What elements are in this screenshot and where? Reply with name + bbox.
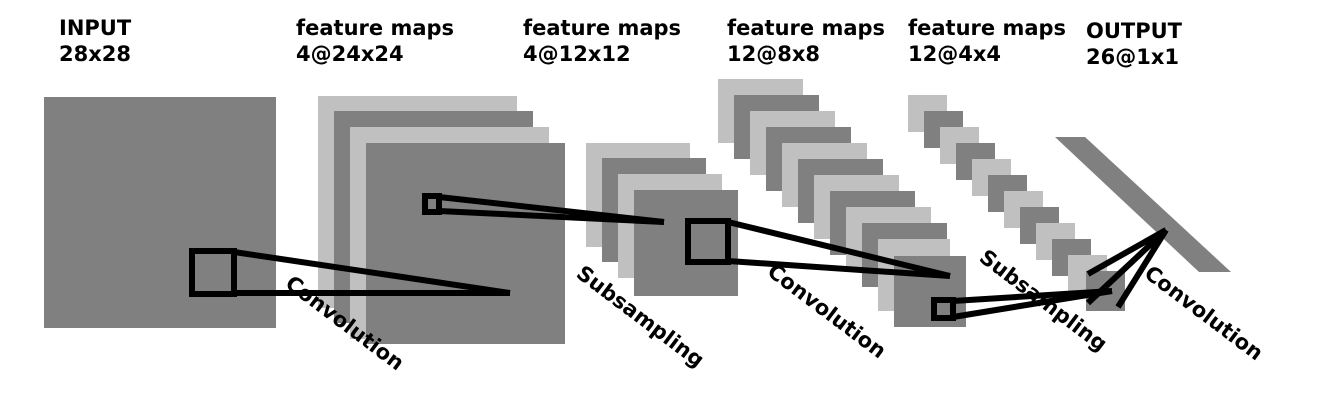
connection-lines xyxy=(189,193,1169,321)
c1-to-s2-bottom-line xyxy=(438,208,665,225)
s2-feature-maps xyxy=(586,143,738,296)
stage-output-title: OUTPUT xyxy=(1086,19,1183,43)
stage-input-title: INPUT xyxy=(59,16,132,40)
input-receptive-field xyxy=(189,248,237,297)
c3-to-s4-bottom-line xyxy=(952,288,1113,320)
stage-s2-title: feature maps xyxy=(523,16,681,40)
op-convolution-3: Convolution xyxy=(1140,261,1268,365)
output-units xyxy=(1055,137,1231,272)
stage-s4-size: 12@4x4 xyxy=(908,42,1001,66)
stage-c3-title: feature maps xyxy=(727,16,885,40)
c1-map-4 xyxy=(366,143,565,344)
stage-c1-size: 4@24x24 xyxy=(296,42,404,66)
stage-c3-size: 12@8x8 xyxy=(727,42,820,66)
c1-feature-maps xyxy=(318,96,565,344)
stage-c1-title: feature maps xyxy=(296,16,454,40)
s4-to-output-line-2 xyxy=(1085,227,1169,306)
stage-output-size: 26@1x1 xyxy=(1086,45,1179,69)
c1-receptive-field xyxy=(422,193,442,215)
s4-feature-maps xyxy=(908,95,1125,311)
stage-input-size: 28x28 xyxy=(59,42,131,66)
s2-receptive-field xyxy=(685,218,731,265)
stage-s4-title: feature maps xyxy=(908,16,1066,40)
s2-to-c3-bottom-line xyxy=(727,258,951,279)
s4-to-output-line-3 xyxy=(1115,228,1169,309)
input-map xyxy=(44,97,276,328)
c3-feature-maps xyxy=(718,79,966,327)
s4-to-output-line-1 xyxy=(1086,227,1168,277)
stage-labels: INPUT 28x28 feature maps 4@24x24 feature… xyxy=(59,16,1183,69)
input-to-c1-top-line xyxy=(233,249,511,296)
s2-to-c3-top-line xyxy=(727,219,951,279)
c3-receptive-field xyxy=(931,297,956,321)
stage-s2-size: 4@12x12 xyxy=(523,42,631,66)
